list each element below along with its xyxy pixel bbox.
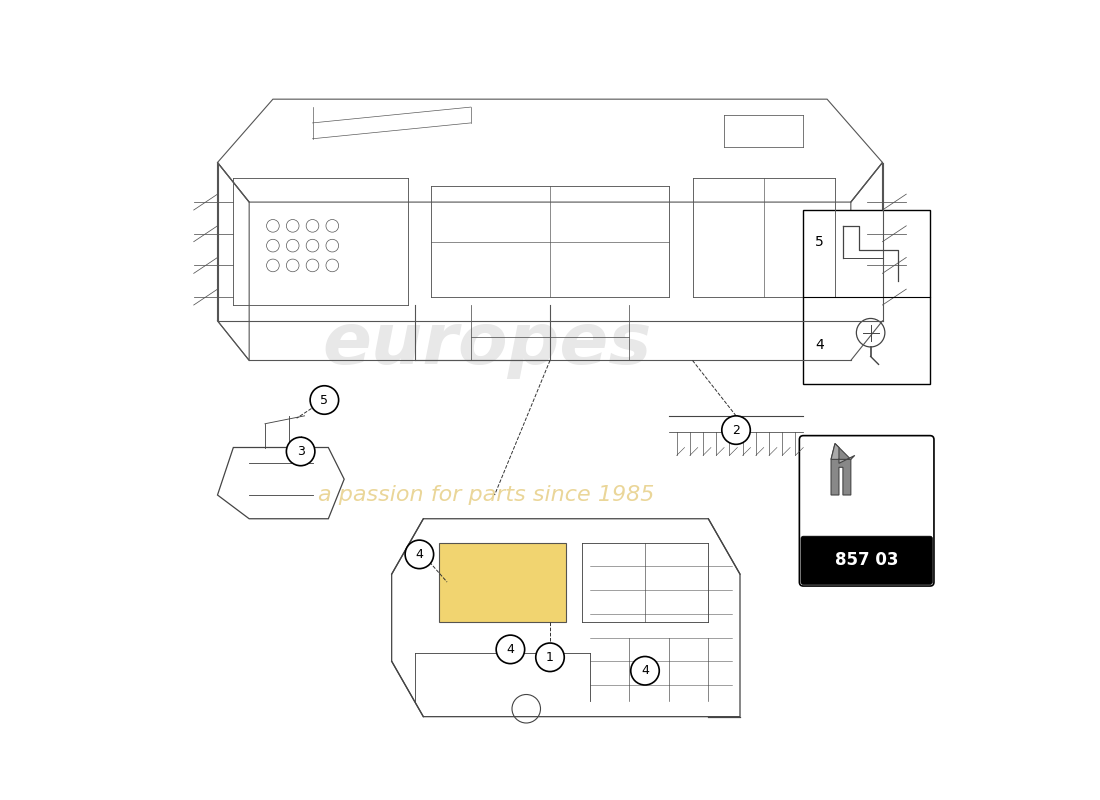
Text: 4: 4	[506, 643, 515, 656]
Circle shape	[630, 657, 659, 685]
Circle shape	[496, 635, 525, 664]
Text: 5: 5	[320, 394, 329, 406]
Circle shape	[286, 438, 315, 466]
Text: 5: 5	[815, 234, 824, 249]
Text: 3: 3	[297, 445, 305, 458]
Text: 4: 4	[815, 338, 824, 351]
Text: a passion for parts since 1985: a passion for parts since 1985	[319, 485, 654, 505]
Text: 857 03: 857 03	[835, 551, 899, 569]
Circle shape	[310, 386, 339, 414]
Circle shape	[722, 416, 750, 444]
Polygon shape	[830, 443, 855, 463]
FancyBboxPatch shape	[801, 536, 933, 585]
Text: europes: europes	[322, 310, 651, 379]
Circle shape	[536, 643, 564, 671]
FancyBboxPatch shape	[803, 210, 930, 384]
Text: 1: 1	[546, 650, 554, 664]
Polygon shape	[830, 443, 850, 495]
Polygon shape	[439, 542, 565, 622]
Text: 4: 4	[416, 548, 424, 561]
Text: 4: 4	[641, 664, 649, 678]
Circle shape	[405, 540, 433, 569]
Text: 2: 2	[733, 423, 740, 437]
FancyBboxPatch shape	[800, 436, 934, 586]
